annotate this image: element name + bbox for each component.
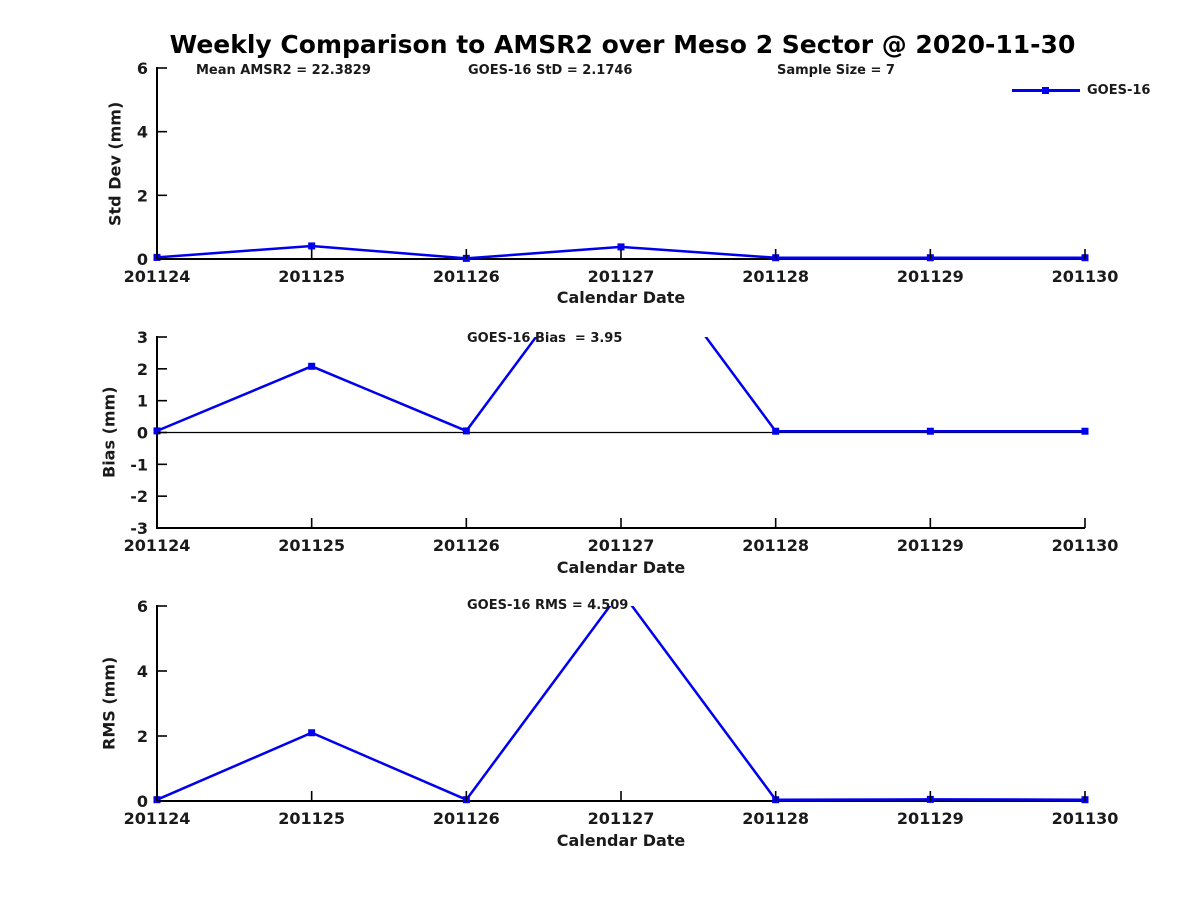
data-marker [308,729,316,737]
y-tick-label: 6 [137,59,148,78]
y-tick-label: 1 [137,392,148,411]
x-tick-label: 201128 [742,267,809,286]
y-tick-label: -1 [130,455,148,474]
y-tick-label: 0 [137,424,148,443]
x-tick-label: 201130 [1052,536,1119,555]
x-tick-label: 201126 [433,809,500,828]
x-tick-label: 201130 [1052,267,1119,286]
legend-marker-icon [1042,86,1049,94]
x-tick-label: 201125 [278,809,345,828]
x-tick-label: 201124 [124,267,191,286]
stat-sample-size: Sample Size = 7 [777,63,895,78]
y-tick-label: 4 [137,123,148,142]
y-axis-label-bias: Bias (mm) [99,386,119,479]
annotation-rms: GOES-16 RMS = 4.509 [467,598,629,613]
x-tick-label: 201128 [742,536,809,555]
x-tick-label: 201126 [433,536,500,555]
x-tick-label: 201127 [588,809,655,828]
x-axis-label-bias: Calendar Date [556,558,686,577]
x-tick-label: 201125 [278,536,345,555]
y-tick-label: 2 [137,727,148,746]
x-tick-label: 201124 [124,536,191,555]
data-marker [462,427,470,435]
y-tick-label: 0 [137,250,148,269]
x-tick-label: 201126 [433,267,500,286]
x-tick-label: 201129 [897,267,964,286]
x-tick-label: 201127 [588,267,655,286]
y-tick-label: -3 [130,519,148,538]
x-tick-label: 201127 [588,536,655,555]
data-marker [772,427,780,435]
legend-label: GOES-16 [1087,82,1151,98]
data-marker [308,362,316,370]
x-tick-label: 201124 [124,809,191,828]
chart-title: Weekly Comparison to AMSR2 over Meso 2 S… [169,30,1076,59]
y-axis-label-std-dev: Std Dev (mm) [105,101,125,226]
x-tick-label: 201130 [1052,809,1119,828]
y-tick-label: 2 [137,360,148,379]
y-axis-label-rms: RMS (mm) [99,656,119,751]
data-marker [308,242,316,250]
legend: GOES-16 [1012,82,1150,98]
series-line-rms [156,606,1086,802]
stat-goes16-std: GOES-16 StD = 2.1746 [468,63,633,78]
y-tick-label: 4 [137,662,148,681]
y-tick-label: 6 [137,597,148,616]
x-tick-label: 201125 [278,267,345,286]
data-marker [617,243,625,251]
annotation-bias: GOES-16 Bias = 3.95 [467,331,623,346]
y-tick-label: 0 [137,792,148,811]
data-marker [926,427,934,435]
stat-mean-amsr2: Mean AMSR2 = 22.3829 [196,63,371,78]
y-tick-label: -2 [130,487,148,506]
x-tick-label: 201129 [897,536,964,555]
data-marker [153,427,161,435]
y-tick-label: 2 [137,186,148,205]
x-axis-label-std-dev: Calendar Date [556,288,686,307]
x-tick-label: 201128 [742,809,809,828]
data-marker [1081,427,1089,435]
y-tick-label: 3 [137,328,148,347]
x-tick-label: 201129 [897,809,964,828]
x-axis-label-rms: Calendar Date [556,831,686,850]
legend-line-sample [1012,86,1080,94]
